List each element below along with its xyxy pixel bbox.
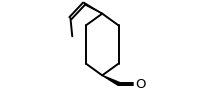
- Polygon shape: [84, 2, 102, 14]
- Polygon shape: [102, 75, 120, 85]
- Text: O: O: [135, 77, 146, 91]
